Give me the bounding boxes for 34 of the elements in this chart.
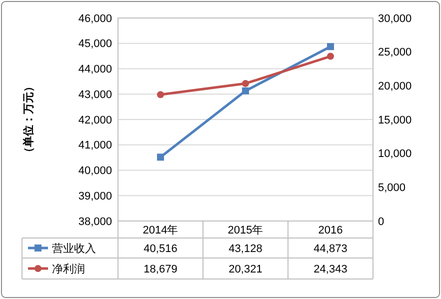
y-axis-title: （单位：万元） xyxy=(22,81,35,158)
x-tick-label: 2015年 xyxy=(228,224,264,236)
y-tick-label: 44,000 xyxy=(78,64,112,76)
x-tick-label: 2016 xyxy=(318,224,343,236)
point xyxy=(327,43,334,50)
legend-label: 净利润 xyxy=(52,262,85,276)
y2-tick-label: 20,000 xyxy=(378,80,412,93)
y2-tick-label: 5,000 xyxy=(378,182,406,194)
y-tick-label: 39,000 xyxy=(78,190,112,202)
point xyxy=(242,80,249,87)
data-label: 24,343 xyxy=(314,263,348,276)
data-label: 43,128 xyxy=(228,242,262,255)
data-label: 40,516 xyxy=(144,242,178,255)
y2-tick-label: 15,000 xyxy=(378,114,412,126)
legend-label: 营业收入 xyxy=(52,242,96,255)
y-tick-label: 46,000 xyxy=(78,12,112,25)
point xyxy=(157,91,164,98)
y2-tick-label: 10,000 xyxy=(378,148,412,160)
point xyxy=(157,154,164,161)
y2-tick-label: 0 xyxy=(378,216,384,228)
y2-tick-label: 25,000 xyxy=(378,46,412,59)
y-tick-label: 42,000 xyxy=(78,114,112,126)
y-tick-label: 38,000 xyxy=(78,216,112,228)
y-tick-label: 40,000 xyxy=(78,165,112,178)
x-tick-label: 2014年 xyxy=(142,224,178,236)
data-label: 18,679 xyxy=(144,263,178,276)
y-tick-label: 41,000 xyxy=(78,140,112,152)
y-tick-label: 43,000 xyxy=(78,88,112,101)
y2-tick-label: 30,000 xyxy=(378,12,412,25)
data-label: 44,873 xyxy=(314,242,348,255)
y-tick-label: 45,000 xyxy=(78,38,112,50)
data-label: 20,321 xyxy=(228,263,262,276)
point xyxy=(242,87,249,94)
point xyxy=(327,52,334,60)
